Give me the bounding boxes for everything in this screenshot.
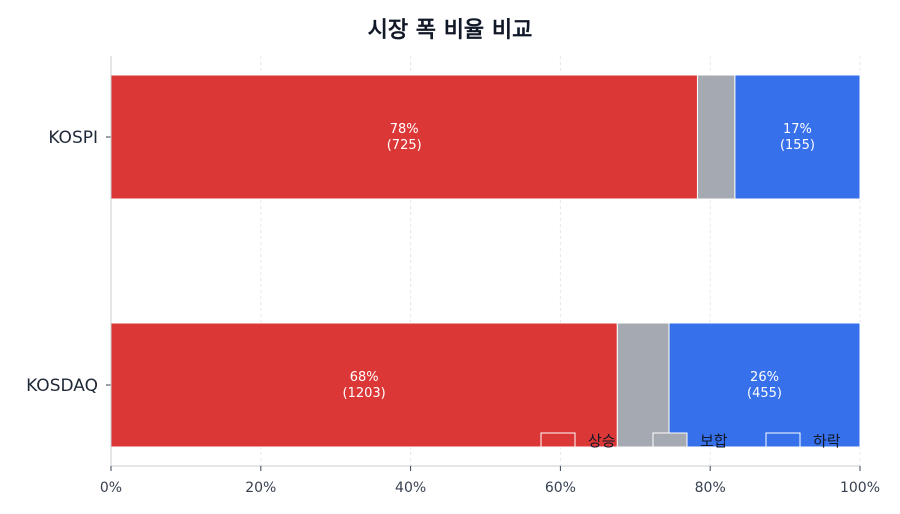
data-label: 26% (455) (747, 370, 782, 401)
x-tick-label: 0% (100, 480, 122, 496)
legend-swatch (540, 432, 576, 448)
bars-layer (110, 74, 861, 448)
bar-segment (110, 74, 698, 200)
labels-layer: 78% (725) 17% (155) 68% (1203) 26% (455) (343, 122, 815, 401)
axis-layer: KOSPI KOSDAQ 0% 20% 40% 60% 80% 100% (26, 56, 880, 496)
x-tick-label: 80% (695, 480, 726, 496)
legend-item: 하락 (765, 432, 841, 450)
category-label: KOSDAQ (26, 376, 98, 396)
x-tick-label: 60% (545, 480, 576, 496)
legend-label: 하락 (813, 432, 841, 450)
bar-segment (696, 74, 736, 200)
legend-item: 보합 (652, 432, 728, 450)
x-tick-label: 40% (395, 480, 426, 496)
legend-label: 상승 (588, 432, 616, 450)
legend-swatch (765, 432, 801, 448)
legend-item: 상승 (540, 432, 616, 450)
legend-swatch (652, 432, 688, 448)
x-tick-label: 20% (245, 480, 276, 496)
chart-title: 시장 폭 비율 비교 (367, 18, 533, 43)
bar-segment (616, 322, 670, 448)
data-label: 78% (725) (387, 122, 422, 153)
legend: 상승 보합 하락 (540, 432, 841, 450)
bar-segment (668, 322, 861, 448)
legend-label: 보합 (700, 432, 728, 450)
bar-segment (110, 322, 618, 448)
data-label: 17% (155) (780, 122, 815, 153)
x-tick-label: 100% (840, 480, 880, 496)
data-label: 68% (1203) (343, 370, 386, 401)
category-label: KOSPI (48, 128, 98, 148)
bar-segment (734, 74, 861, 200)
